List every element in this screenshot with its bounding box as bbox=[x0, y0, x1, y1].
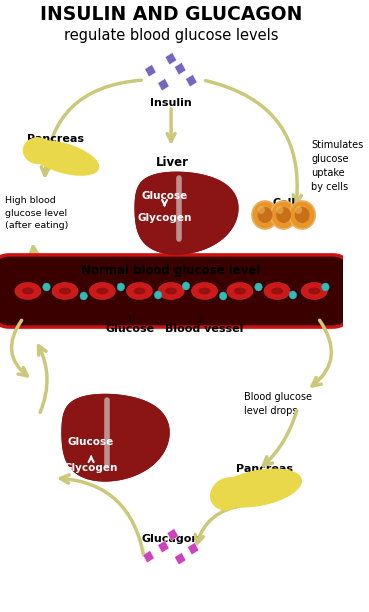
Text: Pancreas: Pancreas bbox=[27, 134, 84, 144]
FancyBboxPatch shape bbox=[158, 540, 169, 553]
Circle shape bbox=[80, 292, 87, 300]
Circle shape bbox=[117, 283, 125, 291]
Circle shape bbox=[276, 207, 291, 223]
Text: Glycogen: Glycogen bbox=[137, 213, 192, 223]
Circle shape bbox=[182, 282, 190, 290]
Circle shape bbox=[258, 207, 272, 223]
Ellipse shape bbox=[52, 283, 78, 299]
Circle shape bbox=[252, 201, 278, 229]
Ellipse shape bbox=[15, 283, 41, 299]
Circle shape bbox=[289, 291, 297, 299]
Text: Blood vessel: Blood vessel bbox=[165, 324, 244, 334]
Ellipse shape bbox=[210, 477, 246, 510]
Polygon shape bbox=[135, 173, 238, 254]
Circle shape bbox=[255, 283, 262, 291]
Ellipse shape bbox=[158, 283, 184, 299]
Ellipse shape bbox=[134, 288, 145, 294]
Circle shape bbox=[322, 283, 329, 291]
Circle shape bbox=[295, 206, 302, 214]
Circle shape bbox=[154, 291, 162, 299]
FancyBboxPatch shape bbox=[145, 64, 156, 77]
Circle shape bbox=[289, 201, 315, 229]
Circle shape bbox=[258, 206, 265, 214]
Circle shape bbox=[270, 201, 297, 229]
Polygon shape bbox=[62, 395, 169, 481]
Ellipse shape bbox=[165, 288, 177, 294]
Circle shape bbox=[43, 283, 50, 291]
Text: regulate blood glucose levels: regulate blood glucose levels bbox=[64, 28, 278, 43]
Polygon shape bbox=[62, 395, 169, 481]
Ellipse shape bbox=[89, 283, 115, 299]
FancyBboxPatch shape bbox=[186, 75, 197, 87]
FancyBboxPatch shape bbox=[187, 542, 199, 555]
Ellipse shape bbox=[192, 283, 218, 299]
Ellipse shape bbox=[22, 288, 34, 294]
Text: Glucose: Glucose bbox=[106, 324, 155, 334]
Circle shape bbox=[276, 206, 284, 214]
FancyBboxPatch shape bbox=[167, 529, 179, 541]
Ellipse shape bbox=[264, 283, 290, 299]
Text: INSULIN AND GLUCAGON: INSULIN AND GLUCAGON bbox=[40, 5, 302, 24]
Text: Cell: Cell bbox=[272, 198, 295, 208]
Ellipse shape bbox=[301, 283, 327, 299]
Ellipse shape bbox=[59, 288, 71, 294]
Ellipse shape bbox=[127, 283, 152, 299]
FancyBboxPatch shape bbox=[143, 551, 154, 563]
Text: Glucose: Glucose bbox=[68, 437, 114, 447]
Circle shape bbox=[295, 207, 310, 223]
Text: Liver: Liver bbox=[155, 156, 189, 169]
Ellipse shape bbox=[271, 288, 283, 294]
FancyBboxPatch shape bbox=[0, 255, 349, 327]
Text: Glycogen: Glycogen bbox=[64, 463, 118, 473]
Text: Glucose: Glucose bbox=[141, 191, 188, 201]
Ellipse shape bbox=[215, 468, 302, 507]
Text: High blood
glucose level
(after eating): High blood glucose level (after eating) bbox=[5, 196, 68, 230]
Ellipse shape bbox=[227, 283, 253, 299]
Circle shape bbox=[220, 292, 227, 300]
Text: Liver: Liver bbox=[84, 408, 117, 421]
Ellipse shape bbox=[27, 140, 99, 176]
Ellipse shape bbox=[234, 288, 246, 294]
Text: Glucagon: Glucagon bbox=[142, 534, 200, 544]
Text: Insulin: Insulin bbox=[150, 98, 192, 108]
Ellipse shape bbox=[96, 288, 108, 294]
Text: Blood glucose
level drops: Blood glucose level drops bbox=[244, 392, 311, 416]
Ellipse shape bbox=[308, 288, 320, 294]
Polygon shape bbox=[135, 173, 238, 254]
Text: Stimulates
glucose
uptake
by cells: Stimulates glucose uptake by cells bbox=[311, 140, 364, 192]
FancyBboxPatch shape bbox=[165, 53, 177, 65]
FancyBboxPatch shape bbox=[175, 62, 186, 75]
FancyBboxPatch shape bbox=[158, 78, 169, 91]
Text: Normal blood glucose level: Normal blood glucose level bbox=[82, 264, 261, 277]
FancyBboxPatch shape bbox=[175, 553, 186, 565]
Ellipse shape bbox=[23, 137, 54, 164]
Text: Pancreas: Pancreas bbox=[237, 464, 293, 474]
Ellipse shape bbox=[199, 288, 211, 294]
